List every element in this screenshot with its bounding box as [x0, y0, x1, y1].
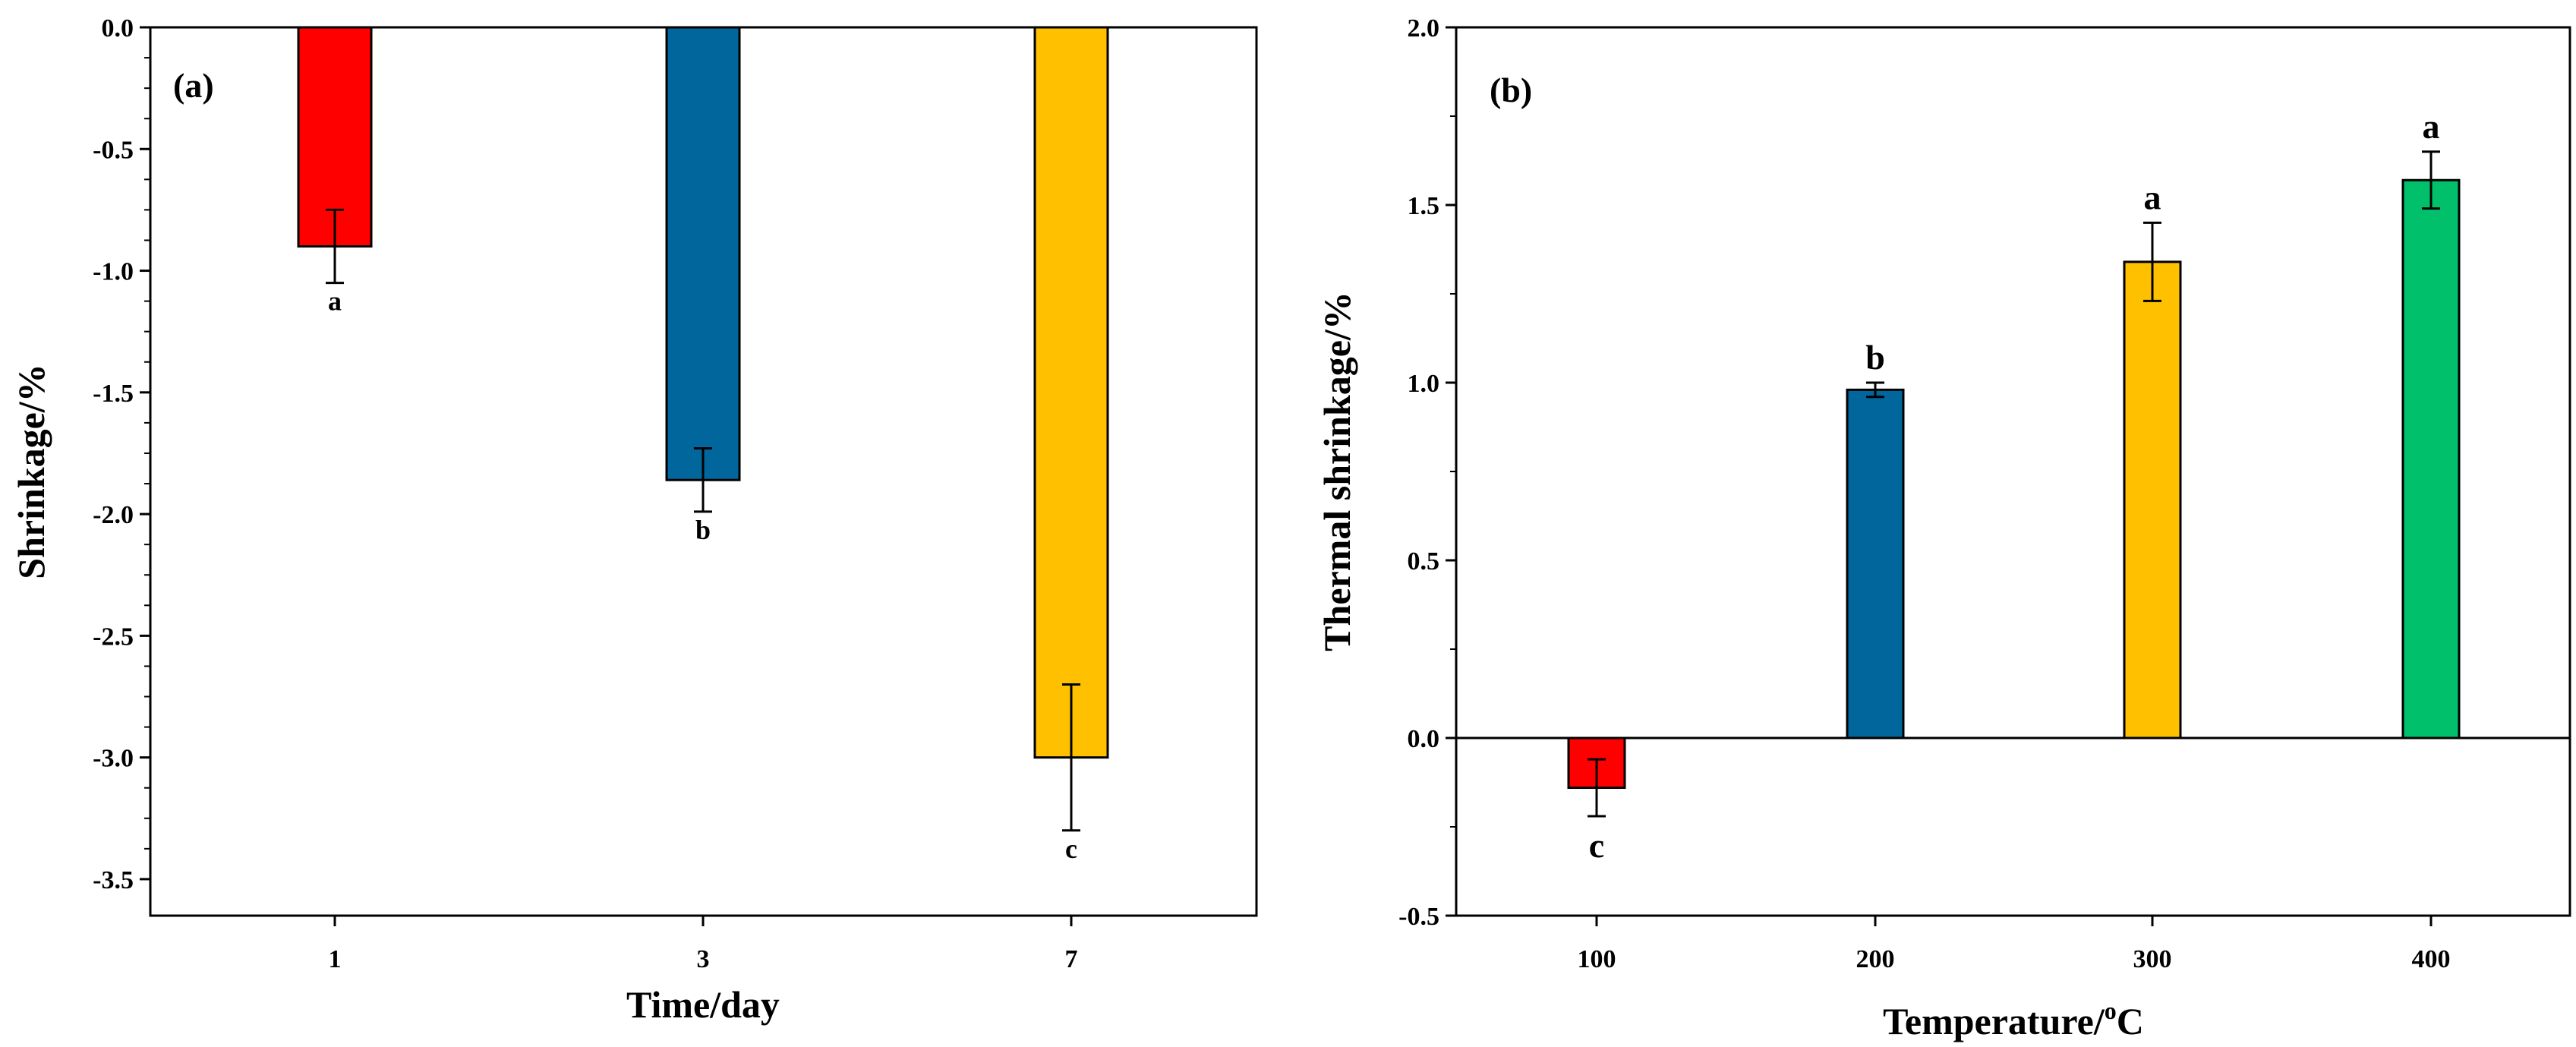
panel-b-significance-letter: a: [2144, 178, 2161, 216]
panel-b-x-tick-label: 400: [2412, 945, 2451, 973]
panel-a-y-tick-label: -1.5: [93, 380, 134, 408]
panel-a-significance-letter: b: [695, 515, 711, 545]
panel-b-y-tick-label: 0.5: [1408, 547, 1440, 576]
panel-a-frame: [149, 26, 1258, 917]
panel-b-x-ticks: 100 200 300 400: [1578, 916, 2451, 973]
panel-b-y-ticks: -0.5 0.0 0.5 1.0 1.5 2.0: [1398, 14, 1456, 931]
panel-b-significance-letter: c: [1589, 826, 1604, 865]
panel-a-y-tick-label: -2.5: [93, 623, 134, 651]
panel-b-significance-letter: a: [2423, 107, 2440, 146]
panel-b-bar-300: [2123, 260, 2182, 740]
panel-a-bar-7: [1033, 26, 1109, 759]
panel-b-bars: c b a a: [1567, 107, 2461, 865]
panel-a-bar-3: [665, 26, 741, 481]
panel-a-label: (a): [173, 66, 214, 105]
panel-b-x-axis-title-degree: o: [2105, 997, 2117, 1024]
panel-a-significance-letter: a: [328, 286, 342, 317]
panel-a-x-ticks: 1 3 7: [329, 916, 1078, 973]
panel-a-y-ticks: 0.0 -0.5 -1.0 -1.5 -2.0 -2.5 -3.0 -3.5: [93, 14, 150, 894]
panel-a-x-tick-label: 1: [329, 945, 342, 973]
panel-b-x-tick-label: 100: [1578, 945, 1616, 973]
panel-b-label: (b): [1490, 71, 1532, 109]
panel-a-y-tick-label: -3.0: [93, 745, 134, 773]
panel-b-y-tick-label: 1.5: [1408, 192, 1440, 220]
panel-b: c b a a -0.5 0.0 0.5 1.0 1.5 2.0 100 200 300 400 (b…: [1316, 14, 2571, 1042]
panel-b-x-tick-label: 200: [1856, 945, 1895, 973]
panel-a-y-tick-label: -2.0: [93, 501, 134, 529]
panel-b-y-tick-label: -0.5: [1398, 903, 1439, 931]
panel-b-y-tick-label: 0.0: [1408, 725, 1440, 753]
panel-b-frame: [1455, 26, 2571, 917]
panel-a-x-axis-title: Time/day: [626, 983, 780, 1026]
panel-a-y-tick-label: -0.5: [93, 136, 134, 164]
panel-b-x-axis-title-main: Temperature/: [1883, 1000, 2105, 1042]
panel-a-y-axis-title: Shrinkage/%: [10, 364, 52, 579]
panel-b-x-axis-title: Temperature/oC: [1883, 997, 2144, 1042]
panel-a-bars: a b c: [297, 26, 1109, 864]
panel-b-x-axis-title-unit: C: [2117, 1000, 2144, 1042]
panel-b-y-tick-label: 2.0: [1408, 14, 1440, 43]
panel-a-x-tick-label: 3: [697, 945, 710, 973]
panel-a-y-tick-label: -3.5: [93, 866, 134, 894]
panel-b-bar-200: [1846, 388, 1905, 740]
panel-b-bar-400: [2401, 178, 2461, 740]
panel-a-y-tick-label: -1.0: [93, 258, 134, 286]
panel-b-y-tick-label: 1.0: [1408, 370, 1440, 398]
panel-b-x-tick-label: 300: [2133, 945, 2172, 973]
panel-b-y-axis-title: Thermal shrinkage/%: [1316, 292, 1358, 651]
panel-a-y-tick-label: 0.0: [102, 14, 134, 43]
panel-a-significance-letter: c: [1065, 834, 1077, 864]
panel-a-x-tick-label: 7: [1065, 945, 1078, 973]
panel-b-significance-letter: b: [1865, 338, 1885, 377]
